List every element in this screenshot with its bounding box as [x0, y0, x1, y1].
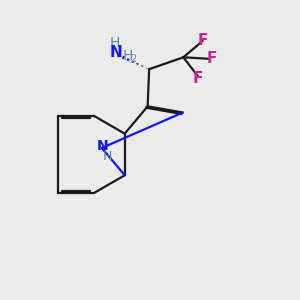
- Text: F: F: [207, 51, 217, 66]
- Text: H: H: [123, 49, 133, 63]
- Text: H: H: [103, 150, 112, 163]
- Text: H: H: [110, 36, 120, 50]
- Text: 2: 2: [130, 54, 137, 64]
- Text: F: F: [197, 33, 208, 48]
- Text: N: N: [110, 45, 123, 60]
- Text: F: F: [193, 70, 203, 86]
- Text: N: N: [97, 139, 108, 153]
